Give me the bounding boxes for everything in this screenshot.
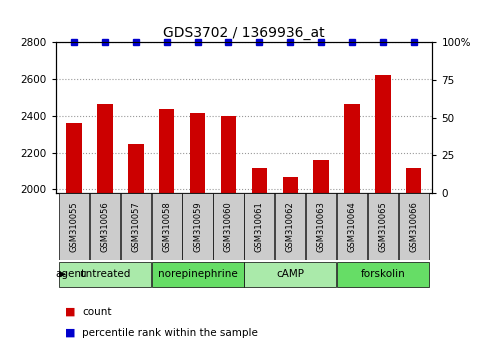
Title: GDS3702 / 1369936_at: GDS3702 / 1369936_at [163, 26, 325, 40]
Bar [190, 113, 205, 193]
Text: cAMP: cAMP [276, 269, 304, 279]
Bar [59, 262, 151, 287]
Text: GSM310056: GSM310056 [100, 201, 110, 252]
Text: GSM310065: GSM310065 [378, 201, 387, 252]
Text: ■: ■ [65, 328, 76, 338]
Text: GSM310064: GSM310064 [347, 201, 356, 252]
Bar [406, 168, 422, 193]
Bar [244, 262, 336, 287]
Text: GSM310058: GSM310058 [162, 201, 171, 252]
Text: GSM310061: GSM310061 [255, 201, 264, 252]
Text: agent: agent [55, 269, 85, 279]
Bar [337, 193, 367, 260]
Bar [59, 193, 89, 260]
Bar [213, 193, 243, 260]
Text: GSM310066: GSM310066 [409, 201, 418, 252]
Bar [244, 193, 274, 260]
Bar [375, 75, 391, 193]
Bar [183, 193, 213, 260]
Text: norepinephrine: norepinephrine [158, 269, 238, 279]
Text: GSM310060: GSM310060 [224, 201, 233, 252]
Text: GSM310063: GSM310063 [317, 201, 326, 252]
Bar [90, 193, 120, 260]
Bar [252, 168, 267, 193]
Bar [398, 193, 429, 260]
Bar [152, 262, 243, 287]
Bar [275, 193, 305, 260]
Text: GSM310057: GSM310057 [131, 201, 141, 252]
Text: ■: ■ [65, 307, 76, 316]
Text: count: count [82, 307, 112, 316]
Text: GSM310062: GSM310062 [286, 201, 295, 252]
Text: forskolin: forskolin [360, 269, 405, 279]
Bar [283, 177, 298, 193]
Bar [344, 104, 360, 193]
Text: untreated: untreated [79, 269, 130, 279]
Bar [368, 193, 398, 260]
Text: percentile rank within the sample: percentile rank within the sample [82, 328, 258, 338]
Bar [66, 123, 82, 193]
Bar [121, 193, 151, 260]
Bar [152, 193, 182, 260]
Text: GSM310055: GSM310055 [70, 201, 79, 252]
Text: GSM310059: GSM310059 [193, 201, 202, 252]
Bar [159, 109, 174, 193]
Bar [221, 116, 236, 193]
Bar [97, 104, 113, 193]
Bar [128, 144, 143, 193]
Bar [313, 160, 329, 193]
Bar [306, 193, 336, 260]
Bar [337, 262, 429, 287]
